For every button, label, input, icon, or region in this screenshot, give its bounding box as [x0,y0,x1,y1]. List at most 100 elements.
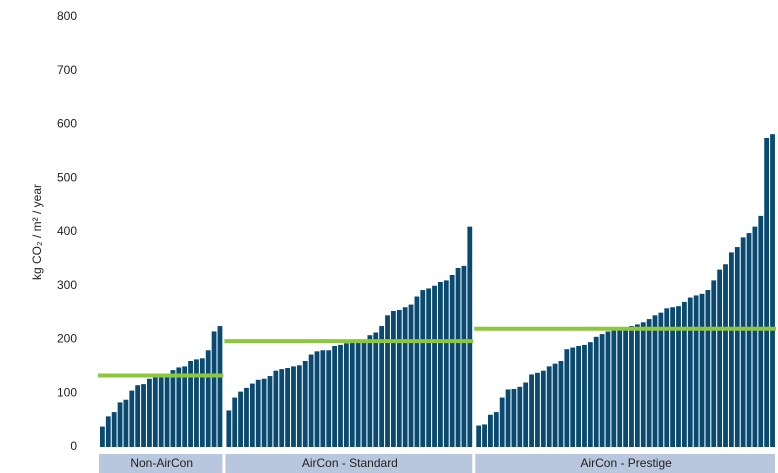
bar [117,402,123,447]
bar [188,361,193,447]
bar [244,387,249,447]
bar [211,331,217,447]
bar [385,315,390,447]
bar [746,233,752,447]
bar [687,297,693,447]
bar [176,367,182,447]
bar [390,311,396,447]
bar [576,345,581,447]
bar [426,288,432,447]
bar [482,424,487,447]
bar [728,252,734,447]
bar [164,374,170,447]
bar [302,361,308,447]
bar [314,351,320,447]
bar [705,290,711,447]
bar [758,215,764,447]
bar [664,308,670,447]
bar [455,268,461,447]
group-label-box [225,454,473,473]
bar [267,376,273,447]
bar [199,358,205,447]
bar [523,382,529,447]
bar [629,326,634,447]
y-axis-label: kg CO₂ / m² / year [30,184,44,280]
bar [699,293,705,447]
bar [564,349,570,447]
y-tick-label: 800 [57,9,77,23]
bar [273,370,279,447]
bar [652,315,658,447]
bar [249,383,255,447]
bar [582,344,587,447]
group-label: AirCon - Prestige [580,456,672,470]
bar [640,322,646,447]
bar [443,280,449,447]
bar [232,397,238,447]
bar [279,369,285,447]
y-tick-label: 0 [70,439,77,453]
bar [693,295,699,447]
bar [361,339,367,447]
bar [343,343,349,447]
bar [646,319,652,447]
bar [238,391,243,447]
bar [552,363,558,447]
bar [217,326,223,447]
bar [676,306,681,447]
bar [634,324,640,447]
y-tick-label: 500 [57,170,77,184]
bar [182,366,188,447]
bar [529,374,534,447]
bar [476,425,482,447]
bar [367,335,373,447]
bar [734,247,740,447]
bar [226,410,232,447]
y-tick-label: 100 [57,385,77,399]
bar [141,384,146,447]
bar [711,280,717,447]
bar [285,367,291,447]
group-label: Non-AirCon [130,456,193,470]
bar [379,326,385,447]
bar [499,397,505,447]
bar [752,226,758,447]
bar [338,344,343,447]
bar [558,361,564,447]
bar [517,386,523,447]
bar [449,275,455,447]
bar [123,399,129,447]
bar [105,416,111,447]
y-tick-label: 400 [57,224,77,238]
bar [623,327,629,447]
bar [332,345,338,447]
bar [170,370,176,447]
bar [493,412,499,447]
bar [111,412,117,447]
bar [587,342,593,447]
y-tick-label: 300 [57,278,77,292]
bar [408,304,414,447]
bar [152,377,158,447]
bar [488,414,493,447]
bar [740,237,746,447]
bar [194,359,199,447]
bar [308,354,314,447]
bar [255,379,261,447]
bar [570,347,576,447]
bar [770,134,775,448]
bar [320,350,326,447]
bar [717,269,723,447]
bar [349,342,355,447]
bar [420,290,426,447]
bar [611,329,617,447]
bar [723,264,728,447]
bar [373,332,379,447]
bar [291,366,296,447]
bar [593,336,599,447]
bar [505,389,511,447]
bar [599,334,605,447]
bar [147,378,152,447]
bar [764,137,770,447]
